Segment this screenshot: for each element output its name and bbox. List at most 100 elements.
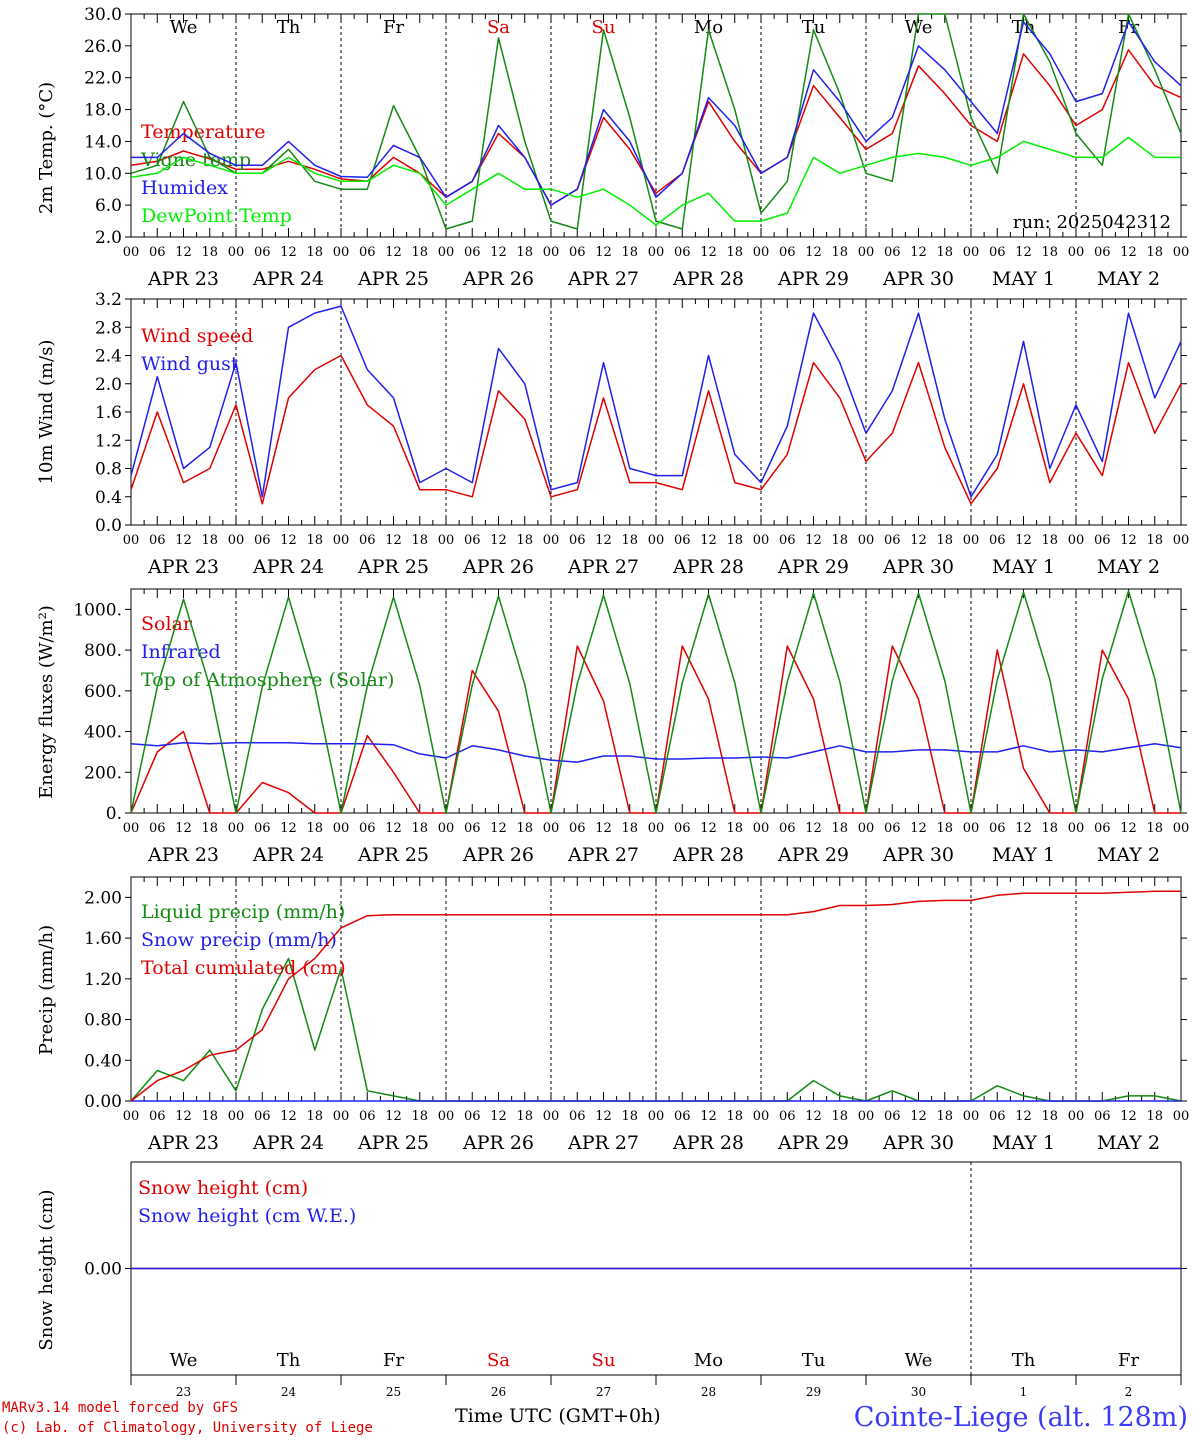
date-label: APR 23 (147, 268, 219, 290)
hour-tick-label: 00 (228, 533, 245, 548)
run-label: run: 2025042312 (1013, 212, 1171, 233)
hour-tick-label: 00 (753, 245, 770, 260)
date-label: APR 29 (777, 268, 849, 290)
date-label: APR 30 (882, 556, 954, 578)
series-line-temperature (130, 49, 1182, 206)
hour-tick-label: 00 (228, 245, 245, 260)
y-tick-label: 0. (106, 804, 122, 824)
day-number-label: 28 (701, 1385, 716, 1399)
hour-tick-label: 00 (1068, 821, 1085, 836)
hour-tick-label: 06 (674, 1109, 691, 1124)
meteogram-svg: 2.06.010.014.018.022.026.030.02m Temp. (… (36, 5, 1190, 1399)
y-tick-label: 30.0 (84, 5, 122, 25)
hour-tick-label: 00 (858, 533, 875, 548)
hour-tick-label: 12 (490, 245, 507, 260)
date-label: APR 24 (252, 268, 324, 290)
date-label: APR 24 (252, 556, 324, 578)
hour-tick-label: 18 (411, 245, 428, 260)
footer-credits: MARv3.14 model forced by GFS (c) Lab. of… (2, 1398, 373, 1438)
date-label: APR 29 (777, 1132, 849, 1154)
hour-tick-label: 00 (1173, 1109, 1190, 1124)
date-label: MAY 1 (992, 844, 1055, 866)
day-number-label: 26 (491, 1385, 506, 1399)
hour-tick-label: 12 (1015, 245, 1032, 260)
hour-tick-label: 18 (201, 533, 218, 548)
hour-tick-label: 06 (464, 821, 481, 836)
date-label: APR 30 (882, 1132, 954, 1154)
y-tick-label: 0.4 (95, 488, 122, 508)
hour-tick-label: 06 (674, 533, 691, 548)
hour-tick-label: 00 (858, 245, 875, 260)
hour-tick-label: 18 (936, 821, 953, 836)
date-label: APR 28 (672, 844, 744, 866)
hour-tick-label: 06 (359, 245, 376, 260)
plot-frame-energy (130, 588, 1182, 814)
hour-tick-label: 06 (779, 821, 796, 836)
legend-entry: Temperature (141, 121, 265, 143)
date-label: APR 30 (882, 268, 954, 290)
hour-tick-label: 00 (753, 821, 770, 836)
hour-tick-label: 00 (753, 533, 770, 548)
hour-tick-label: 00 (648, 1109, 665, 1124)
hour-tick-label: 06 (779, 245, 796, 260)
hour-tick-label: 00 (963, 533, 980, 548)
hour-tick-label: 12 (1120, 821, 1137, 836)
y-tick-label: 3.2 (95, 290, 122, 310)
day-number-label: 24 (281, 1385, 297, 1399)
hour-tick-label: 06 (464, 245, 481, 260)
hour-tick-label: 18 (411, 821, 428, 836)
legend-entry: Solar (141, 613, 193, 635)
hour-tick-label: 12 (805, 533, 822, 548)
hour-tick-label: 06 (569, 1109, 586, 1124)
hour-tick-label: 12 (910, 1109, 927, 1124)
date-label: APR 27 (567, 268, 639, 290)
hour-tick-label: 12 (910, 245, 927, 260)
hour-tick-label: 06 (779, 1109, 796, 1124)
legend-entry: Wind gust (141, 353, 239, 375)
weekday-label: Fr (383, 1350, 404, 1371)
y-tick-label: 0.00 (84, 1092, 122, 1112)
weekday-label: Th (277, 17, 301, 38)
hour-tick-label: 06 (149, 245, 166, 260)
y-tick-label: 0.00 (84, 1260, 122, 1280)
lab-credit: (c) Lab. of Climatology, University of L… (2, 1420, 373, 1436)
legend-entry: Top of Atmosphere (Solar) (141, 669, 394, 691)
date-label: APR 24 (252, 1132, 324, 1154)
weekday-label: Sa (487, 1350, 510, 1371)
hour-tick-label: 12 (910, 821, 927, 836)
series-line-infrared (130, 741, 1182, 763)
series-line-wind-speed (130, 354, 1182, 505)
date-label: APR 27 (567, 844, 639, 866)
hour-tick-label: 00 (438, 245, 455, 260)
model-credit: MARv3.14 model forced by GFS (2, 1400, 239, 1416)
hour-tick-label: 18 (621, 1109, 638, 1124)
date-label: APR 24 (252, 844, 324, 866)
hour-tick-label: 06 (464, 533, 481, 548)
hour-tick-label: 00 (648, 821, 665, 836)
legend-entry: Snow height (cm) (138, 1177, 308, 1199)
hour-tick-label: 06 (884, 821, 901, 836)
weekday-label: Th (277, 1350, 301, 1371)
hour-tick-label: 12 (1120, 1109, 1137, 1124)
hour-tick-label: 06 (569, 533, 586, 548)
day-number-label: 23 (176, 1385, 191, 1399)
hour-tick-label: 06 (989, 533, 1006, 548)
hour-tick-label: 06 (149, 821, 166, 836)
hour-tick-label: 12 (385, 821, 402, 836)
hour-tick-label: 00 (858, 821, 875, 836)
hour-tick-label: 12 (595, 821, 612, 836)
hour-tick-label: 12 (910, 533, 927, 548)
weekday-label: Tu (802, 17, 826, 38)
series-line-humidex (131, 21, 1182, 206)
hour-tick-label: 12 (490, 1109, 507, 1124)
hour-tick-label: 12 (280, 245, 297, 260)
date-label: APR 30 (882, 844, 954, 866)
weekday-label: Tu (802, 1350, 826, 1371)
weekday-label: We (170, 1350, 198, 1371)
hour-tick-label: 06 (884, 533, 901, 548)
hour-tick-label: 18 (201, 821, 218, 836)
hour-tick-label: 12 (595, 245, 612, 260)
date-label: APR 25 (357, 268, 429, 290)
y-axis-label: Energy fluxes (W/m²) (36, 605, 57, 799)
hour-tick-label: 06 (674, 821, 691, 836)
